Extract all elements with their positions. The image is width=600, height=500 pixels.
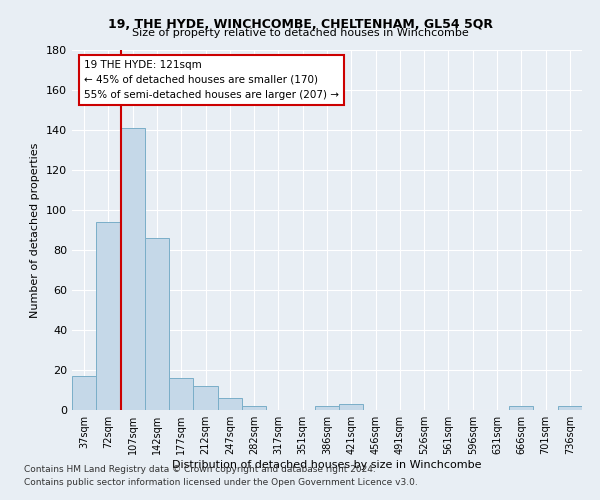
Y-axis label: Number of detached properties: Number of detached properties (31, 142, 40, 318)
Bar (169, 378, 193, 410)
Bar (193, 386, 218, 410)
Text: Contains HM Land Registry data © Crown copyright and database right 2024.: Contains HM Land Registry data © Crown c… (24, 466, 376, 474)
Text: 19, THE HYDE, WINCHCOMBE, CHELTENHAM, GL54 5QR: 19, THE HYDE, WINCHCOMBE, CHELTENHAM, GL… (107, 18, 493, 30)
Bar (242, 406, 266, 410)
Bar (145, 238, 169, 410)
Text: 19 THE HYDE: 121sqm
← 45% of detached houses are smaller (170)
55% of semi-detac: 19 THE HYDE: 121sqm ← 45% of detached ho… (84, 60, 339, 100)
Bar (72, 376, 96, 410)
Bar (218, 398, 242, 410)
Bar (315, 406, 339, 410)
Bar (509, 406, 533, 410)
Bar (558, 406, 582, 410)
Bar (121, 128, 145, 410)
Text: Contains public sector information licensed under the Open Government Licence v3: Contains public sector information licen… (24, 478, 418, 487)
Text: Size of property relative to detached houses in Winchcombe: Size of property relative to detached ho… (131, 28, 469, 38)
X-axis label: Distribution of detached houses by size in Winchcombe: Distribution of detached houses by size … (172, 460, 482, 470)
Bar (339, 404, 364, 410)
Bar (96, 222, 121, 410)
